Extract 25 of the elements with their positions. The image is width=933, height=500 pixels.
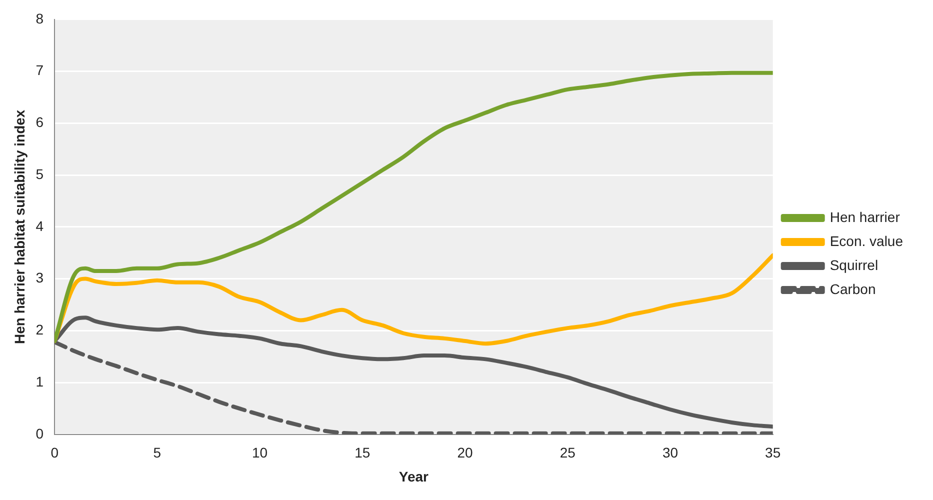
y-tick-label: 0 [36, 425, 44, 442]
x-tick-label: 5 [153, 444, 162, 461]
y-axis-title: Hen harrier habitat suitability index [11, 110, 28, 344]
x-tick-label: 30 [662, 444, 678, 461]
legend-label: Hen harrier [830, 208, 900, 225]
y-tick-label: 2 [36, 322, 44, 338]
x-axis-title: Year [398, 468, 430, 484]
x-tick-label: 15 [354, 444, 370, 461]
x-tick-label: 25 [560, 444, 576, 461]
y-tick-label: 1 [36, 373, 44, 390]
x-tick-label: 35 [765, 444, 781, 461]
y-tick-label: 4 [36, 218, 44, 234]
legend-label: Carbon [830, 280, 876, 297]
line-series [54, 70, 773, 344]
x-tick-label: 0 [50, 444, 59, 461]
y-tick-label: 5 [36, 166, 44, 182]
x-tick-label: 20 [457, 444, 474, 461]
y-tick-label: 3 [36, 270, 44, 286]
x-tick-label: 10 [252, 444, 268, 461]
legend-label: Econ. value [830, 232, 904, 249]
legend-label: Squirrel [830, 256, 878, 273]
y-tick-label: 7 [36, 62, 44, 78]
y-tick-label: 6 [36, 114, 44, 130]
y-tick-label: 8 [36, 10, 44, 26]
line-series [54, 253, 773, 346]
